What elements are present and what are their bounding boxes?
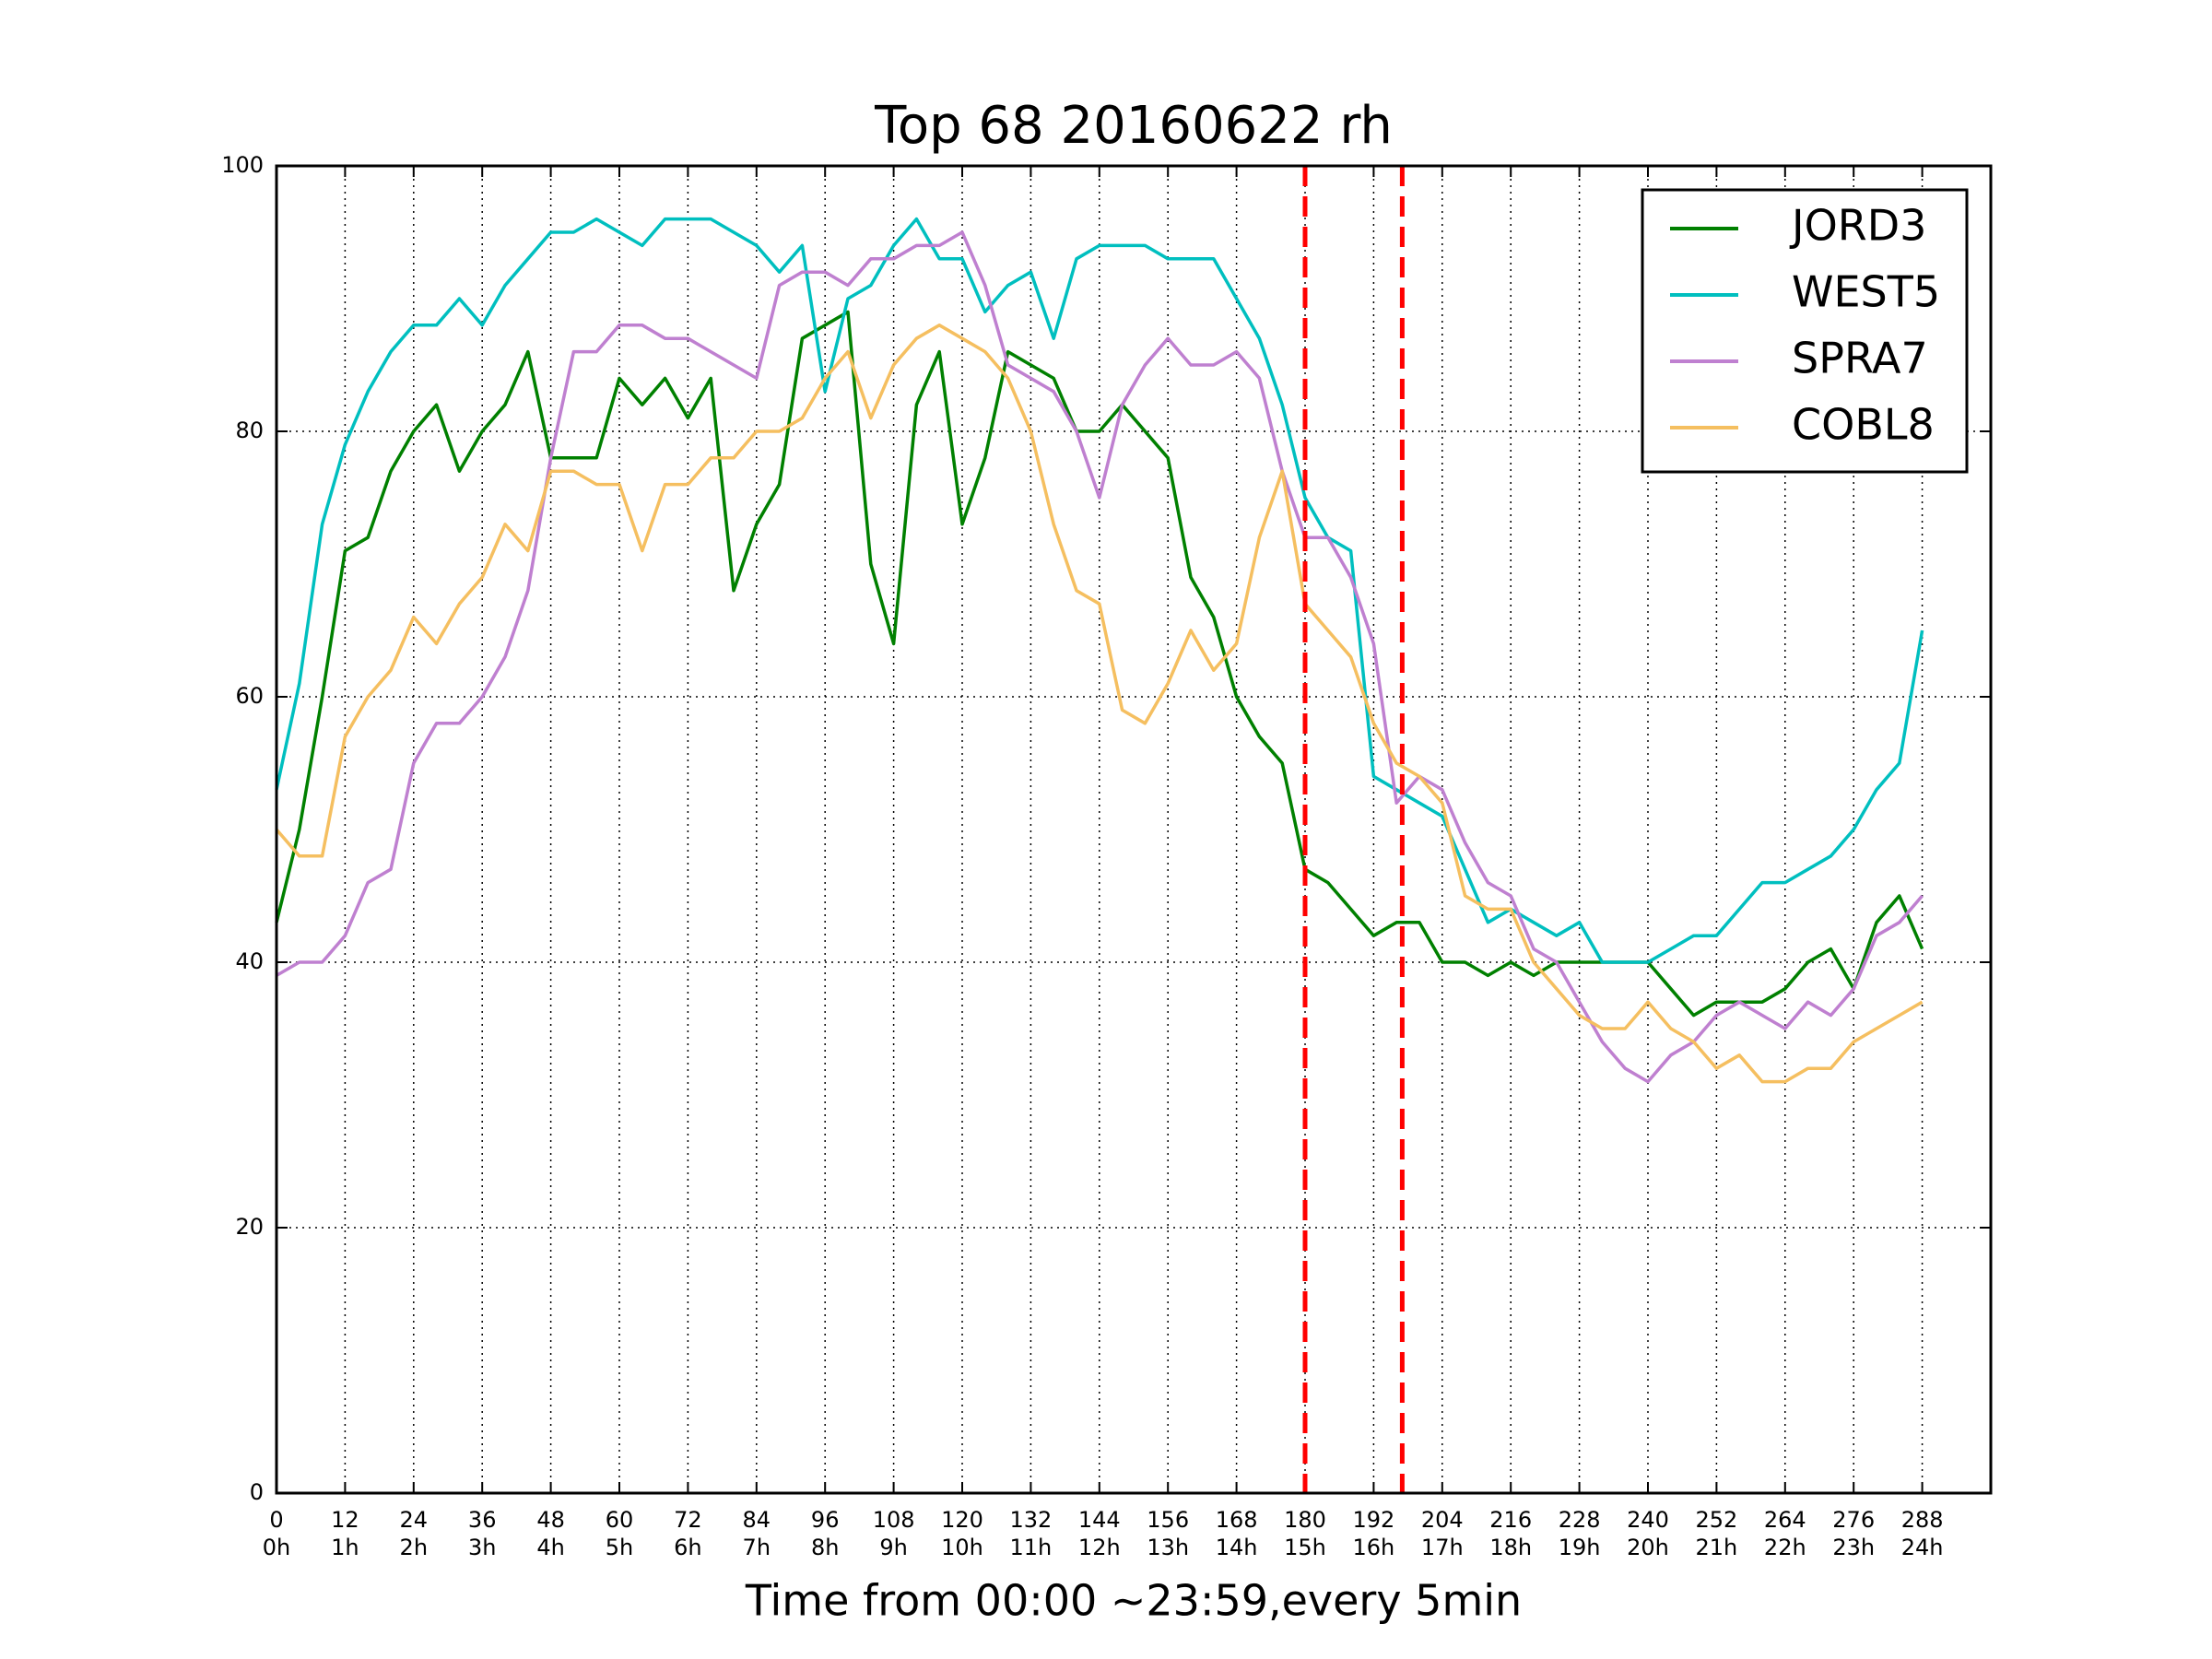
x-tick-label: 6h	[674, 1535, 701, 1560]
x-tick-label: 108	[873, 1507, 915, 1533]
legend-box	[1641, 188, 1969, 474]
x-tick-label: 18h	[1489, 1535, 1532, 1560]
x-tick-label: 4h	[536, 1535, 564, 1560]
x-tick-label: 15h	[1284, 1535, 1326, 1560]
x-tick-label: 228	[1559, 1507, 1601, 1533]
x-tick-label: 16h	[1353, 1535, 1395, 1560]
x-tick-label: 36	[468, 1507, 497, 1533]
x-tick-label: 72	[674, 1507, 702, 1533]
legend: JORD3 WEST5 SPRA7 COBL8	[1641, 188, 1969, 474]
x-tick-label: 14h	[1216, 1535, 1258, 1560]
legend-label: SPRA7	[1792, 334, 1928, 383]
y-tick-label: 0	[250, 1479, 264, 1505]
series-line	[275, 217, 1924, 964]
x-tick-label: 8h	[811, 1535, 839, 1560]
x-tick-label: 156	[1147, 1507, 1189, 1533]
y-tick-label: 60	[235, 683, 264, 709]
x-tick-label: 240	[1627, 1507, 1669, 1533]
x-tick-label: 5h	[606, 1535, 633, 1560]
chart-title: Top 68 20160622 rh	[874, 96, 1393, 156]
x-tick-label: 12	[331, 1507, 359, 1533]
x-tick-label: 22h	[1764, 1535, 1806, 1560]
x-tick-label: 9h	[879, 1535, 907, 1560]
legend-label: WEST5	[1792, 267, 1940, 317]
y-tick-label: 40	[235, 948, 264, 974]
x-tick-label: 96	[811, 1507, 840, 1533]
x-tick-label: 252	[1695, 1507, 1737, 1533]
x-tick-label: 60	[606, 1507, 634, 1533]
x-tick-label: 3h	[468, 1535, 496, 1560]
x-tick-label: 0h	[263, 1535, 290, 1560]
x-tick-label: 120	[941, 1507, 983, 1533]
x-tick-label: 288	[1901, 1507, 1944, 1533]
x-tick-label: 10h	[941, 1535, 983, 1560]
x-axis-label: Time from 00:00 ~23:59,every 5min	[745, 1576, 1522, 1626]
x-tick-label: 168	[1216, 1507, 1258, 1533]
x-tick-label: 24	[400, 1507, 429, 1533]
x-tick-label: 144	[1078, 1507, 1121, 1533]
x-tick-label: 21h	[1696, 1535, 1738, 1560]
x-tick-label: 11h	[1010, 1535, 1053, 1560]
y-tick-label: 100	[221, 152, 264, 178]
x-tick-label: 48	[536, 1507, 565, 1533]
x-tick-label: 132	[1009, 1507, 1052, 1533]
plot-frame	[275, 164, 1993, 1495]
legend-label: COBL8	[1792, 400, 1935, 450]
series-line	[275, 324, 1924, 1084]
x-tick-label: 0	[269, 1507, 283, 1533]
x-tick-label: 204	[1421, 1507, 1464, 1533]
x-tick-label: 192	[1352, 1507, 1394, 1533]
x-tick-label: 23h	[1832, 1535, 1875, 1560]
x-tick-label: 264	[1764, 1507, 1806, 1533]
x-tick-label: 7h	[743, 1535, 771, 1560]
x-tick-label: 24h	[1901, 1535, 1944, 1560]
x-tick-label: 216	[1489, 1507, 1532, 1533]
x-tick-label: 84	[743, 1507, 771, 1533]
x-tick-label: 13h	[1147, 1535, 1189, 1560]
x-tick-label: 17h	[1421, 1535, 1464, 1560]
y-tick-label: 80	[235, 418, 264, 443]
x-tick-label: 2h	[400, 1535, 428, 1560]
x-tick-label: 19h	[1559, 1535, 1601, 1560]
x-tick-label: 180	[1284, 1507, 1326, 1533]
x-tick-label: 276	[1832, 1507, 1875, 1533]
x-tick-label: 1h	[331, 1535, 359, 1560]
legend-label: JORD3	[1789, 201, 1926, 251]
x-tick-label: 20h	[1627, 1535, 1669, 1560]
y-tick-label: 20	[235, 1214, 264, 1240]
series-line	[276, 230, 1924, 1084]
x-tick-label: 12h	[1078, 1535, 1121, 1560]
